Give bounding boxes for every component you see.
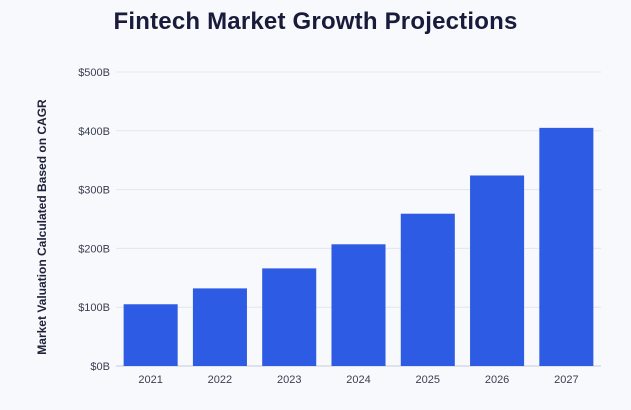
y-axis-title: Market Valuation Calculated Based on CAG… [35, 99, 49, 355]
x-tick-label: 2027 [554, 374, 578, 386]
bar-2022 [192, 288, 247, 366]
bar-2027 [539, 127, 594, 366]
x-tick-label: 2023 [277, 374, 301, 386]
x-tick-label: 2022 [208, 374, 232, 386]
bar-2024 [331, 244, 386, 366]
bar-2023 [262, 268, 317, 366]
bar-2026 [470, 175, 525, 366]
bar-2021 [123, 304, 178, 366]
x-tick-label: 2025 [416, 374, 440, 386]
y-tick-labels: $0B $100B $200B $300B $400B $500B [78, 67, 110, 373]
y-tick-label: $400B [78, 126, 110, 138]
chart-title: Fintech Market Growth Projections [113, 8, 518, 35]
y-tick-label: $200B [78, 243, 110, 255]
y-tick-label: $0B [90, 361, 110, 373]
y-tick-label: $100B [78, 302, 110, 314]
bars [123, 127, 594, 366]
y-tick-label: $300B [78, 185, 110, 197]
bar-2025 [400, 213, 455, 366]
x-tick-label: 2024 [346, 374, 370, 386]
y-tick-label: $500B [78, 67, 110, 79]
x-tick-label: 2026 [485, 374, 509, 386]
x-tick-label: 2021 [138, 374, 162, 386]
x-tick-labels: 2021 2022 2023 2024 2025 2026 2027 [138, 374, 578, 386]
